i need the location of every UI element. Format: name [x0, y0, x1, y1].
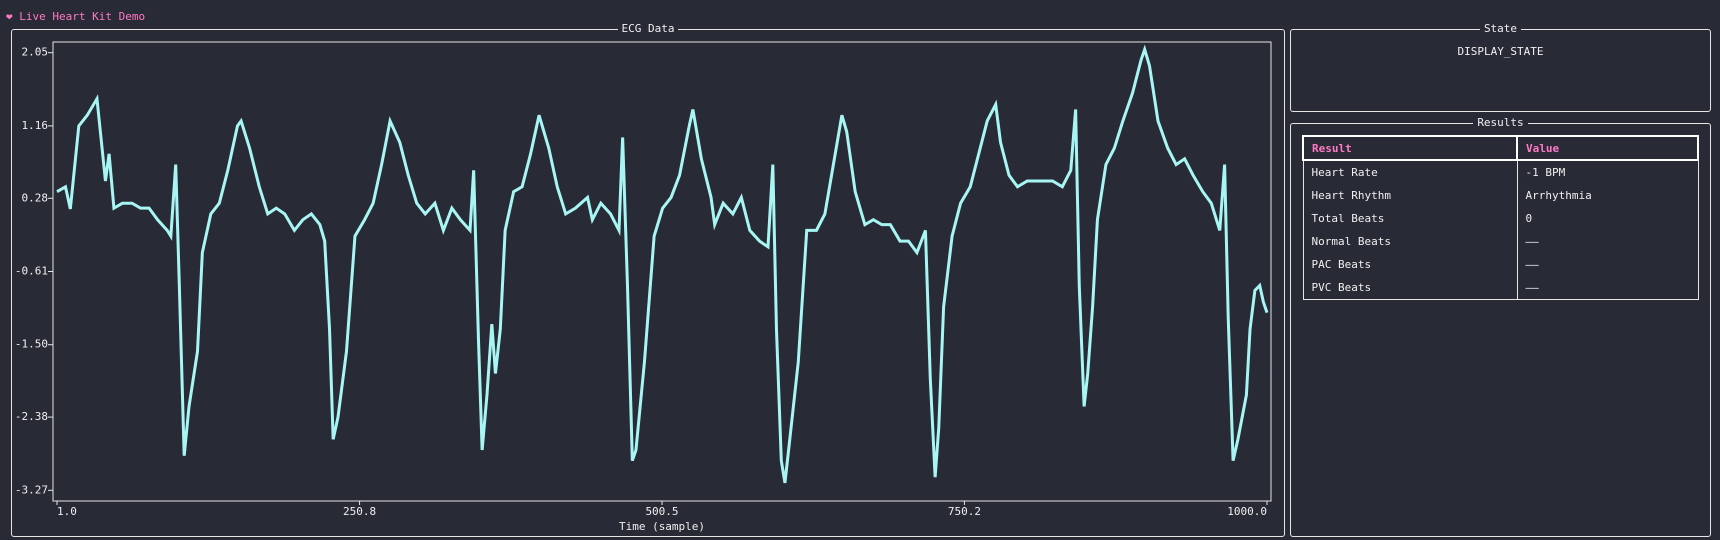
cell: PAC Beats [1302, 253, 1518, 276]
cell: Arrhythmia [1516, 184, 1699, 207]
y-tick-label: -0.61 [15, 265, 48, 278]
table-row: Heart Rhythm Arrhythmia [1302, 184, 1699, 207]
cell: PVC Beats [1302, 276, 1518, 300]
panel-title: ECG Data [617, 22, 679, 35]
cell: —— [1516, 230, 1699, 253]
header-cell: Result [1302, 135, 1518, 161]
panel-title: Results [1473, 116, 1528, 129]
cell: —— [1516, 276, 1699, 300]
cell: Heart Rhythm [1302, 184, 1518, 207]
cell: -1 BPM [1516, 160, 1699, 184]
table-row: Normal Beats —— [1302, 230, 1699, 253]
state-panel: State DISPLAY_STATE [1290, 22, 1711, 112]
app-title: ❤ Live Heart Kit Demo [6, 10, 146, 23]
results-table: Result Value Heart Rate -1 BPM Heart Rhyt… [1302, 135, 1699, 300]
state-value: DISPLAY_STATE [1457, 45, 1544, 58]
header-cell: Value [1516, 135, 1699, 161]
panel-title-wrap: ECG Data [12, 22, 1284, 36]
cell: —— [1516, 253, 1699, 276]
table-row: Heart Rate -1 BPM [1302, 160, 1699, 184]
y-tick-label: 2.05 [22, 46, 49, 59]
x-tick-label: 1.0 [57, 505, 77, 518]
ecg-panel: ECG Data [11, 22, 1285, 537]
ecg-line [56, 44, 1269, 484]
x-tick-label: 750.2 [948, 505, 981, 518]
x-tick-label: 250.8 [343, 505, 376, 518]
results-panel: Results Result Value Heart Rate -1 BPM He… [1290, 116, 1711, 537]
plot-frame [52, 41, 1272, 502]
panel-title-wrap: Results [1291, 116, 1710, 130]
panel-title-wrap: State [1291, 22, 1710, 36]
y-tick-label: 1.16 [22, 119, 49, 132]
y-tick-label: -3.27 [15, 483, 48, 496]
panel-title: State [1479, 22, 1522, 35]
cell: Heart Rate [1302, 160, 1518, 184]
chart: Time (sample) 2.05 1.16 0.28 -0.61 -1.50 -2.3… [15, 41, 1272, 533]
table-header: Result Value [1302, 135, 1699, 161]
y-tick-label: -1.50 [15, 338, 48, 351]
cell: 0 [1516, 207, 1699, 230]
table-row: PVC Beats —— [1302, 276, 1699, 300]
y-tick-label: -2.38 [15, 410, 48, 423]
cell: Total Beats [1302, 207, 1518, 230]
x-axis-label: Time (sample) [619, 520, 705, 533]
cell: Normal Beats [1302, 230, 1518, 253]
x-tick-label: 1000.0 [1227, 505, 1267, 518]
y-tick-label: 0.28 [22, 191, 49, 204]
table-row: Total Beats 0 [1302, 207, 1699, 230]
x-tick-label: 500.5 [645, 505, 678, 518]
table-row: PAC Beats —— [1302, 253, 1699, 276]
